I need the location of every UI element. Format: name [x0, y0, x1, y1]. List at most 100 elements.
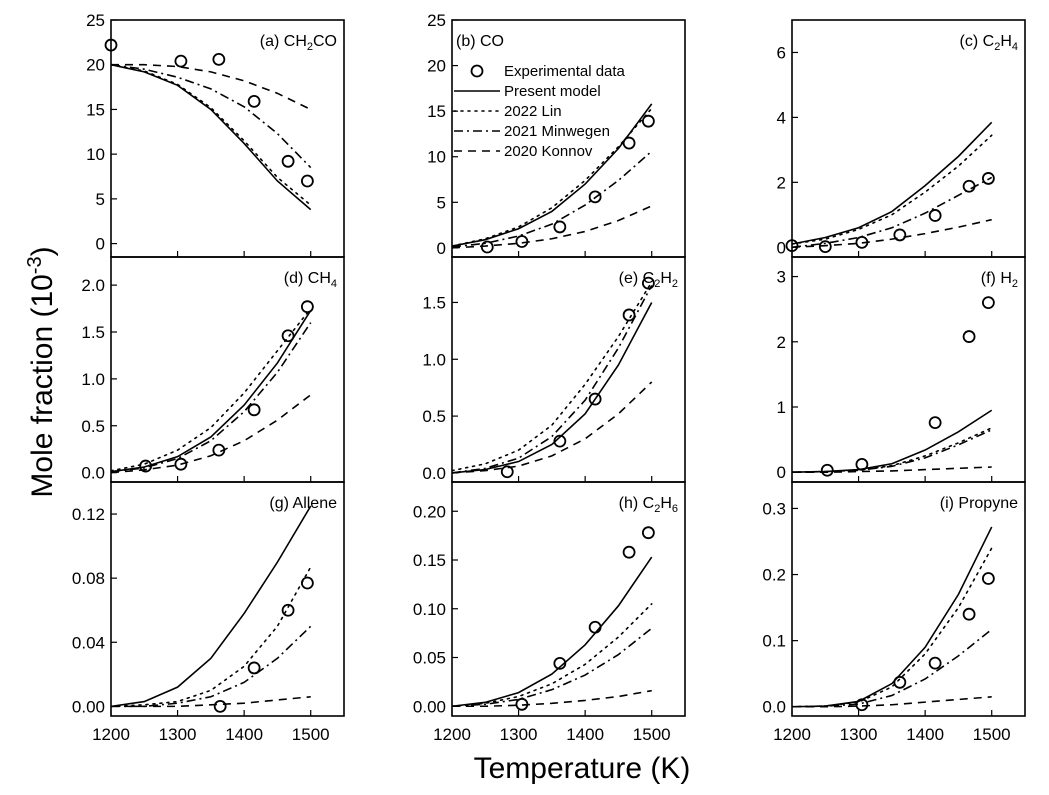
y-tick-label: 15	[86, 100, 105, 119]
y-tick-label: 0.00	[413, 697, 446, 716]
y-axis-title-close: )	[26, 246, 59, 256]
experimental-point	[588, 620, 602, 634]
y-tick-label: 0.0	[422, 464, 446, 483]
x-tick-label: 1400	[906, 725, 944, 744]
series-line-minwegen	[111, 322, 312, 473]
y-tick-label: 0.5	[422, 407, 446, 426]
experimental-point	[212, 52, 226, 66]
experimental-point	[139, 459, 153, 473]
curves-a	[111, 63, 312, 211]
species-text: H	[660, 270, 672, 287]
experimental-point	[500, 465, 514, 479]
panel-label: (e) C2H2	[619, 270, 678, 290]
series-line-konnov	[792, 218, 992, 249]
experimental-point	[981, 572, 995, 585]
panel-frame	[110, 19, 345, 258]
legend-label: 2020 Konnov	[504, 143, 593, 160]
series-line-konnov	[111, 63, 312, 111]
series-line-present	[111, 310, 312, 473]
series-line-present	[111, 63, 312, 211]
curves-e	[452, 281, 653, 474]
experimental-point	[855, 457, 869, 471]
panel-label: (g) Allene	[269, 495, 337, 512]
experimental-point	[281, 154, 295, 168]
panel-g: 0.00 0.04 0.08 0.12 1200 1300 1400 1500 (g) Alle…	[72, 481, 345, 744]
x-tick-label: 1300	[159, 725, 197, 744]
series-line-konnov	[452, 689, 652, 708]
species-text: CH	[284, 33, 307, 50]
panel-frame	[451, 481, 686, 717]
y-tick-label: 0.20	[413, 502, 446, 521]
y-tick-label: 0.15	[413, 551, 446, 570]
experimental-point	[962, 179, 976, 193]
panel-label-prefix: (e)	[619, 270, 643, 287]
species-subscript: 2	[307, 41, 313, 53]
panel-label: (d) CH4	[284, 270, 337, 290]
legend-item-konnov: 2020 Konnov	[454, 143, 593, 160]
species-subscript: 6	[672, 503, 678, 515]
curves-b	[452, 103, 653, 249]
experimental-point	[622, 308, 636, 322]
species-text: C	[983, 33, 995, 50]
legend-item-exp: Experimental data	[470, 63, 626, 80]
series-line-konnov	[111, 695, 311, 708]
panel-e: 0.00.51.01.5(e) C2H2	[422, 256, 686, 483]
y-tick-label: 0.0	[81, 464, 105, 483]
experimental-point	[818, 240, 832, 254]
y-tick-label: 20	[86, 56, 105, 75]
y-tick-label: 0.5	[81, 417, 105, 436]
species-subscript: 2	[1012, 278, 1018, 290]
series-line-lin	[452, 281, 653, 472]
panel-label: (a) CH2CO	[260, 33, 337, 53]
y-tick-label: 25	[86, 11, 105, 30]
legend-label: Present model	[504, 83, 601, 100]
y-tick-label: 0.2	[762, 566, 786, 585]
series-line-minwegen	[111, 625, 312, 708]
y-tick-label: 0.3	[762, 499, 786, 518]
panel-label: (i) Propyne	[940, 495, 1018, 512]
panel-label: (b) CO	[456, 33, 504, 50]
series-line-present	[792, 121, 993, 245]
species-text: H	[1000, 33, 1012, 50]
experimental-point	[553, 656, 567, 670]
y-axis-title: Mole fraction (10-3)	[24, 246, 59, 497]
y-tick-label: 6	[777, 43, 786, 62]
y-tick-label: 0	[437, 239, 446, 258]
panel-frame	[110, 481, 345, 717]
series-line-lin	[452, 107, 653, 247]
series-line-konnov	[792, 696, 992, 708]
species-text: C	[643, 270, 655, 287]
experimental-point	[962, 607, 976, 621]
experimental-point	[928, 209, 942, 222]
experimental-point	[515, 235, 529, 248]
experimental-point	[928, 416, 942, 430]
experimental-point	[480, 240, 494, 254]
x-tick-label: 1500	[973, 725, 1011, 744]
species-text: H	[660, 495, 672, 512]
species-text: C	[643, 495, 655, 512]
species-text: H	[1000, 270, 1012, 287]
series-line-lin	[452, 603, 653, 708]
y-tick-label: 0	[777, 463, 786, 482]
y-tick-label: 5	[437, 193, 446, 212]
curves-c	[792, 121, 993, 249]
x-tick-label: 1200	[92, 725, 130, 744]
experimental-point	[855, 698, 869, 712]
experimental-point	[300, 174, 314, 188]
experimental-point	[588, 190, 602, 204]
y-tick-label: 0.04	[72, 633, 105, 652]
experimental-point	[622, 136, 636, 150]
series-line-minwegen	[452, 150, 653, 248]
panel-label-prefix: (c)	[960, 33, 983, 50]
experimental-point	[247, 403, 261, 417]
panel-h: 0.00 0.05 0.10 0.15 0.20 1200 1300 1400 1500 (h) …	[413, 481, 686, 744]
y-tick-label: 0.0	[762, 698, 786, 717]
series-line-minwegen	[792, 429, 993, 474]
y-tick-label: 2	[777, 333, 786, 352]
series-line-minwegen	[111, 63, 312, 169]
experimental-point	[641, 526, 655, 540]
